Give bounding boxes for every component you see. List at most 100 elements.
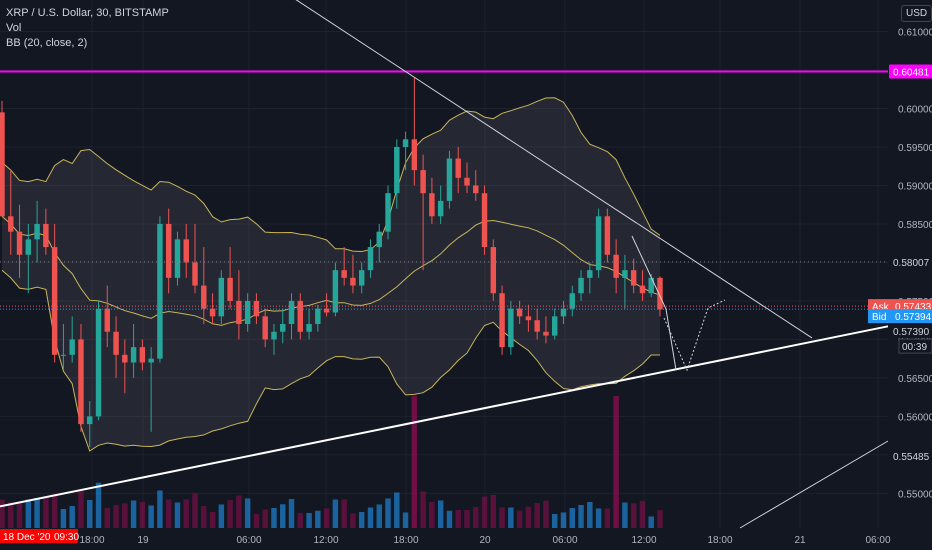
level-label-bg bbox=[889, 254, 932, 269]
price-axis-bg bbox=[888, 0, 932, 550]
volume-bar bbox=[69, 506, 75, 528]
volume-bar bbox=[218, 504, 225, 528]
x-tick-label: 12:00 bbox=[313, 535, 338, 546]
bb-upper bbox=[1, 97, 661, 253]
volume-bar bbox=[297, 513, 304, 528]
symbol-title[interactable]: XRP / U.S. Dollar, 30, BITSTAMP bbox=[6, 7, 169, 19]
candle-body bbox=[122, 354, 128, 363]
candle-body bbox=[130, 347, 137, 363]
volume-bar bbox=[578, 505, 584, 528]
volume-bar bbox=[350, 513, 356, 528]
support-trendline[interactable] bbox=[0, 325, 889, 508]
bollinger-legend[interactable]: BB (20, close, 2) bbox=[6, 37, 88, 49]
candle-body bbox=[209, 308, 216, 317]
resistance-trendline[interactable] bbox=[280, 0, 813, 339]
volume-bar bbox=[358, 512, 365, 528]
candle-body bbox=[525, 316, 532, 321]
volume-bar bbox=[341, 499, 347, 528]
chart-legend: XRP / U.S. Dollar, 30, BITSTAMP Vol BB (… bbox=[6, 6, 169, 51]
volume-bar bbox=[148, 505, 154, 528]
candle-body bbox=[95, 308, 102, 417]
y-tick-label: 0.58500 bbox=[898, 220, 932, 231]
volume-bar bbox=[209, 512, 216, 528]
x-tick-label: 19 bbox=[137, 535, 149, 546]
volume-bar bbox=[280, 504, 286, 528]
volume-bar bbox=[236, 495, 242, 528]
date-badge: 18 Dec '20 bbox=[3, 532, 51, 543]
lower-channel-line[interactable] bbox=[739, 440, 889, 529]
volume-bar bbox=[552, 514, 558, 528]
volume-bar bbox=[402, 512, 409, 528]
candle-body bbox=[280, 324, 286, 332]
volume-bar bbox=[174, 502, 181, 528]
candle-body bbox=[587, 270, 593, 278]
candle-body bbox=[288, 300, 295, 325]
volume-bar bbox=[201, 506, 207, 528]
volume-bar bbox=[595, 508, 602, 528]
drawings[interactable] bbox=[0, 0, 889, 529]
candle-body bbox=[657, 277, 663, 310]
horizontal-level-label-bg bbox=[889, 64, 932, 79]
candle-body bbox=[481, 193, 488, 248]
volume-bar bbox=[34, 498, 40, 528]
volume-legend[interactable]: Vol bbox=[6, 22, 22, 34]
candle-body bbox=[490, 247, 497, 294]
candle-body bbox=[332, 270, 339, 313]
projection-wedge[interactable] bbox=[631, 235, 677, 371]
volume-bar bbox=[376, 504, 382, 528]
bid-label: Bid bbox=[872, 312, 886, 323]
candle-body bbox=[350, 277, 356, 286]
x-tick-label: 18:00 bbox=[393, 535, 418, 546]
candle-body bbox=[271, 331, 277, 340]
candle-body bbox=[183, 239, 189, 263]
candle-body bbox=[516, 308, 523, 317]
candle-body bbox=[376, 231, 382, 248]
candle-body bbox=[218, 277, 225, 317]
x-tick-label: 18:00 bbox=[707, 535, 732, 546]
candle-body bbox=[253, 300, 260, 317]
candle-body bbox=[543, 331, 549, 336]
candle-body bbox=[201, 285, 207, 309]
candle-body bbox=[113, 331, 119, 355]
time-badge-bg bbox=[52, 529, 78, 543]
candle-body bbox=[385, 193, 391, 232]
horizontal-level-label: 0.60481 bbox=[893, 68, 930, 79]
candles bbox=[0, 77, 663, 448]
candle-body bbox=[420, 170, 426, 194]
currency-badge[interactable]: USD bbox=[901, 5, 932, 22]
volume-bar bbox=[25, 499, 32, 528]
bollinger-bands bbox=[1, 97, 661, 452]
candle-body bbox=[8, 216, 14, 232]
last-price-label: 0.57390 bbox=[893, 327, 930, 338]
volume-bar bbox=[60, 509, 67, 528]
candle-body bbox=[341, 270, 347, 278]
candle-body bbox=[244, 300, 251, 325]
volume-bar bbox=[95, 482, 102, 528]
volume-bar bbox=[157, 490, 163, 528]
volume-bar bbox=[508, 507, 514, 528]
price-axis[interactable]: 0.610000.605000.600000.595000.590000.585… bbox=[868, 0, 932, 550]
volume-bar bbox=[516, 510, 523, 528]
candle-body bbox=[569, 293, 575, 309]
candle-body bbox=[78, 339, 84, 425]
candle-body bbox=[174, 239, 181, 278]
time-axis[interactable]: 18:00 19 06:00 12:00 18:00 20 06:00 12:00 18:00 2… bbox=[0, 529, 891, 546]
bid-badge bbox=[868, 309, 932, 324]
candle-body bbox=[25, 239, 32, 255]
volume-bar bbox=[481, 496, 488, 528]
volume-bar bbox=[367, 507, 374, 528]
volume-bar bbox=[543, 500, 549, 528]
candle-body bbox=[51, 247, 58, 355]
y-tick-label: 0.56500 bbox=[898, 374, 932, 385]
y-tick-label: 0.61000 bbox=[898, 28, 932, 39]
candle-body bbox=[394, 147, 400, 194]
volume-bar bbox=[244, 498, 251, 528]
projection-path[interactable] bbox=[663, 299, 726, 372]
volume-bar bbox=[271, 508, 277, 528]
volume-bar bbox=[499, 507, 505, 528]
candle-body bbox=[60, 354, 67, 356]
volume-bar bbox=[394, 492, 400, 528]
candle-body bbox=[455, 158, 461, 178]
volume-bar bbox=[429, 502, 435, 528]
